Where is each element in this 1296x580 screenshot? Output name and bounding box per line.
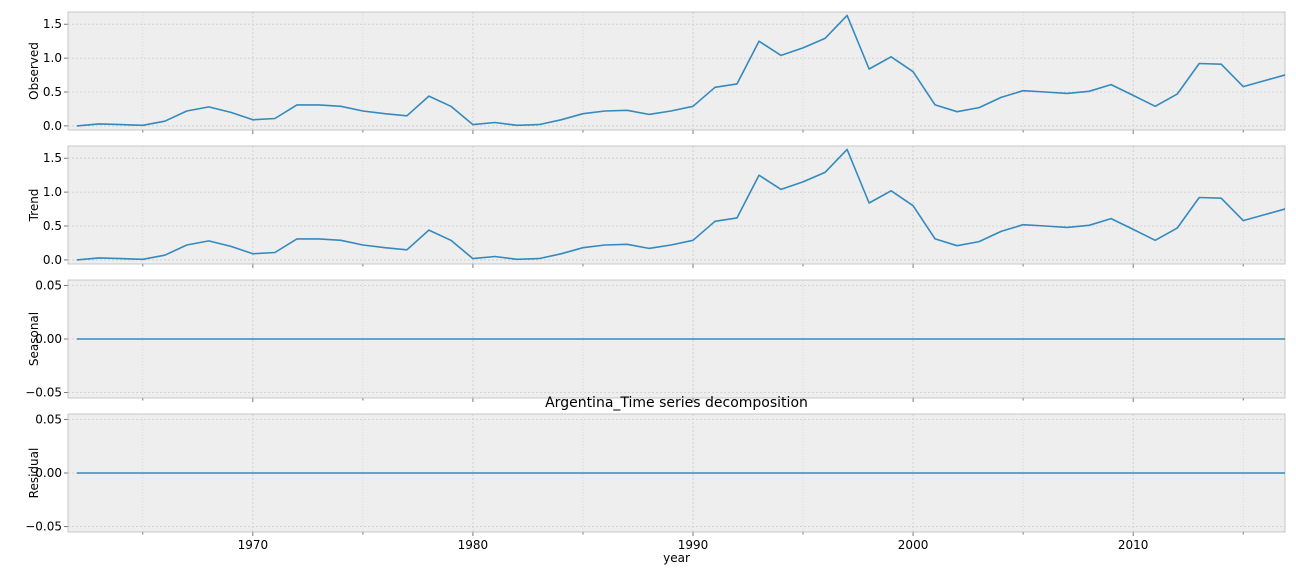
panel-residual: 0.05 0.00 −0.05 Residual: [25, 412, 1286, 536]
y-tick-label: 0.00: [35, 332, 62, 346]
x-tick-label: 1990: [678, 538, 709, 552]
y-tick-label: 1.0: [43, 185, 62, 199]
x-axis-label: year: [663, 551, 690, 565]
y-tick-label: 1.0: [43, 51, 62, 65]
y-tick-label: −0.05: [25, 386, 62, 400]
y-tick-label: 1.5: [43, 17, 62, 31]
y-tick-label: 0.5: [43, 219, 62, 233]
y-tick-label: 0.05: [35, 278, 62, 292]
series-line-observed: [76, 14, 1285, 127]
panel-background: [68, 146, 1285, 264]
y-tick-label: 0.05: [35, 412, 62, 426]
y-axis-label: Seasonal: [27, 312, 41, 366]
x-tick-label: 1970: [238, 538, 269, 552]
series-line-trend: [76, 148, 1285, 261]
chart-title: Argentina_Time series decomposition: [545, 395, 808, 411]
y-tick-label: 0.5: [43, 85, 62, 99]
y-tick-label: 0.0: [43, 119, 62, 133]
y-axis-label: Residual: [27, 448, 41, 499]
panel-frame: [67, 145, 1286, 265]
x-tick-label: 2000: [898, 538, 929, 552]
y-tick-label: 0.00: [35, 466, 62, 480]
y-tick-label: 1.5: [43, 151, 62, 165]
y-axis-label: Observed: [27, 42, 41, 100]
panel-background: [68, 12, 1285, 130]
y-tick-label: −0.05: [25, 520, 62, 534]
panel-frame: [67, 11, 1286, 131]
panel-trend: 0.0 0.5 1.0 1.5 Trend: [27, 145, 1286, 268]
x-tick-label: 1980: [458, 538, 489, 552]
panel-seasonal: 0.05 0.00 −0.05 Seasonal: [25, 278, 1286, 402]
y-axis-label: Trend: [27, 189, 41, 223]
y-tick-label: 0.0: [43, 253, 62, 267]
x-tick-label: 2010: [1118, 538, 1149, 552]
